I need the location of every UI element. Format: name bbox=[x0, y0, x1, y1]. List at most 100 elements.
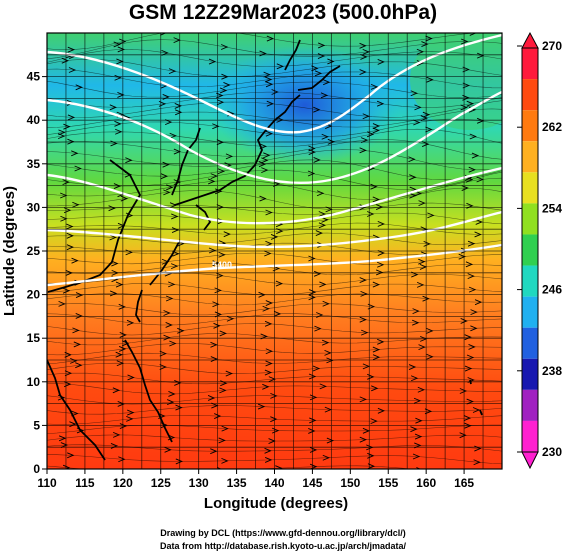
wind-arrow bbox=[174, 102, 182, 109]
x-tick-label: 140 bbox=[264, 476, 284, 490]
wind-arrow bbox=[72, 327, 80, 334]
plot-area: 5400 bbox=[47, 33, 502, 469]
wind-arrow bbox=[266, 35, 275, 42]
wind-arrow bbox=[75, 292, 84, 298]
wind-arrow bbox=[115, 351, 123, 358]
wind-arrow bbox=[322, 300, 330, 307]
cold-low-center bbox=[210, 45, 400, 165]
wind-arrow bbox=[414, 104, 422, 111]
wind-arrow bbox=[372, 127, 380, 134]
wind-arrow bbox=[468, 166, 476, 173]
wind-arrow bbox=[123, 114, 131, 121]
wind-arrow bbox=[210, 341, 218, 348]
x-tick-label: 125 bbox=[151, 476, 171, 490]
wind-arrow bbox=[459, 388, 468, 394]
wind-arrow bbox=[66, 244, 75, 251]
wind-arrow bbox=[318, 222, 327, 229]
x-tick-label: 120 bbox=[113, 476, 133, 490]
wind-arrow bbox=[474, 231, 482, 238]
wind-arrow bbox=[126, 319, 135, 326]
wind-arrow bbox=[321, 216, 329, 223]
x-tick-label: 165 bbox=[454, 476, 474, 490]
colorbar-tick-label: 262 bbox=[542, 120, 562, 134]
wind-arrow bbox=[464, 365, 473, 372]
wind-arrow bbox=[264, 447, 272, 454]
wind-arrow bbox=[313, 157, 321, 163]
wind-arrow bbox=[474, 299, 483, 306]
wind-arrow bbox=[174, 109, 183, 116]
wind-arrow bbox=[270, 416, 278, 423]
wind-arrow bbox=[225, 153, 234, 160]
wind-arrow bbox=[359, 277, 367, 283]
wind-arrow bbox=[67, 452, 75, 459]
wind-arrow bbox=[163, 189, 171, 196]
wind-arrow bbox=[308, 255, 316, 262]
wind-arrow bbox=[410, 375, 419, 382]
wind-arrow bbox=[221, 425, 229, 432]
y-tick-label: 45 bbox=[27, 70, 41, 84]
wind-arrow bbox=[416, 60, 425, 66]
wind-arrow bbox=[412, 319, 420, 326]
wind-arrow bbox=[318, 211, 326, 217]
colorbar-swatch bbox=[522, 389, 538, 421]
wind-arrow bbox=[416, 48, 425, 55]
wind-arrow bbox=[175, 458, 183, 465]
wind-arrow bbox=[168, 68, 177, 75]
wind-arrow bbox=[460, 318, 468, 324]
colorbar-swatch bbox=[522, 79, 538, 111]
wind-arrow bbox=[359, 147, 367, 154]
wind-arrow bbox=[212, 123, 220, 130]
wind-arrow bbox=[476, 176, 484, 183]
wind-arrow bbox=[264, 369, 273, 376]
wind-arrow bbox=[326, 437, 335, 444]
y-axis-title: Latitude (degrees) bbox=[1, 186, 18, 316]
wind-arrow bbox=[75, 84, 83, 91]
wind-arrow bbox=[216, 272, 224, 279]
credit-data-source: Data from http://database.rish.kyoto-u.a… bbox=[159, 541, 407, 551]
wind-arrow bbox=[70, 357, 78, 364]
wind-arrow bbox=[315, 230, 323, 236]
x-tick-label: 155 bbox=[378, 476, 398, 490]
wind-arrow bbox=[220, 44, 229, 50]
wind-arrow bbox=[175, 404, 183, 411]
wind-arrow bbox=[275, 280, 284, 287]
wind-arrow bbox=[159, 350, 167, 357]
wind-arrow bbox=[271, 89, 279, 95]
wind-arrow bbox=[463, 415, 472, 421]
wind-arrow bbox=[362, 48, 370, 55]
wind-arrow bbox=[265, 130, 274, 137]
colorbar-swatch bbox=[522, 265, 538, 297]
wind-arrow bbox=[208, 247, 217, 254]
wind-arrow bbox=[221, 457, 229, 464]
wind-arrow bbox=[416, 467, 422, 469]
wind-arrow bbox=[409, 174, 417, 181]
wind-arrow bbox=[262, 305, 270, 312]
wind-arrow bbox=[71, 150, 79, 157]
wind-arrow bbox=[110, 443, 119, 449]
wind-arrow bbox=[359, 69, 367, 75]
wind-arrow bbox=[327, 58, 335, 65]
wind-arrow bbox=[210, 448, 218, 455]
wind-arrow bbox=[223, 231, 231, 238]
indochina-coastline bbox=[47, 359, 106, 461]
wind-arrow bbox=[360, 290, 368, 297]
wind-arrow bbox=[372, 354, 381, 361]
wind-arrow bbox=[468, 286, 477, 293]
credit-dcl: Drawing by DCL (https://www.gfd-dennou.o… bbox=[160, 528, 406, 538]
wind-arrow bbox=[377, 338, 385, 345]
wind-arrow bbox=[118, 303, 126, 310]
wind-arrow bbox=[64, 351, 72, 358]
wind-arrow bbox=[62, 179, 70, 186]
wind-arrow bbox=[423, 240, 431, 247]
wind-arrow bbox=[367, 303, 376, 310]
wind-arrow bbox=[127, 409, 135, 416]
wind-arrow bbox=[359, 42, 367, 49]
wind-arrow bbox=[371, 385, 379, 392]
wind-arrow bbox=[207, 178, 216, 185]
wind-arrow bbox=[127, 374, 135, 381]
wind-arrow bbox=[427, 212, 435, 219]
wind-arrow bbox=[265, 348, 273, 355]
colorbar-swatch bbox=[522, 296, 538, 328]
wind-arrow bbox=[470, 309, 478, 316]
latitude-ticks: 0 5 10 15 20 25 30 35 40 45 bbox=[27, 70, 47, 476]
